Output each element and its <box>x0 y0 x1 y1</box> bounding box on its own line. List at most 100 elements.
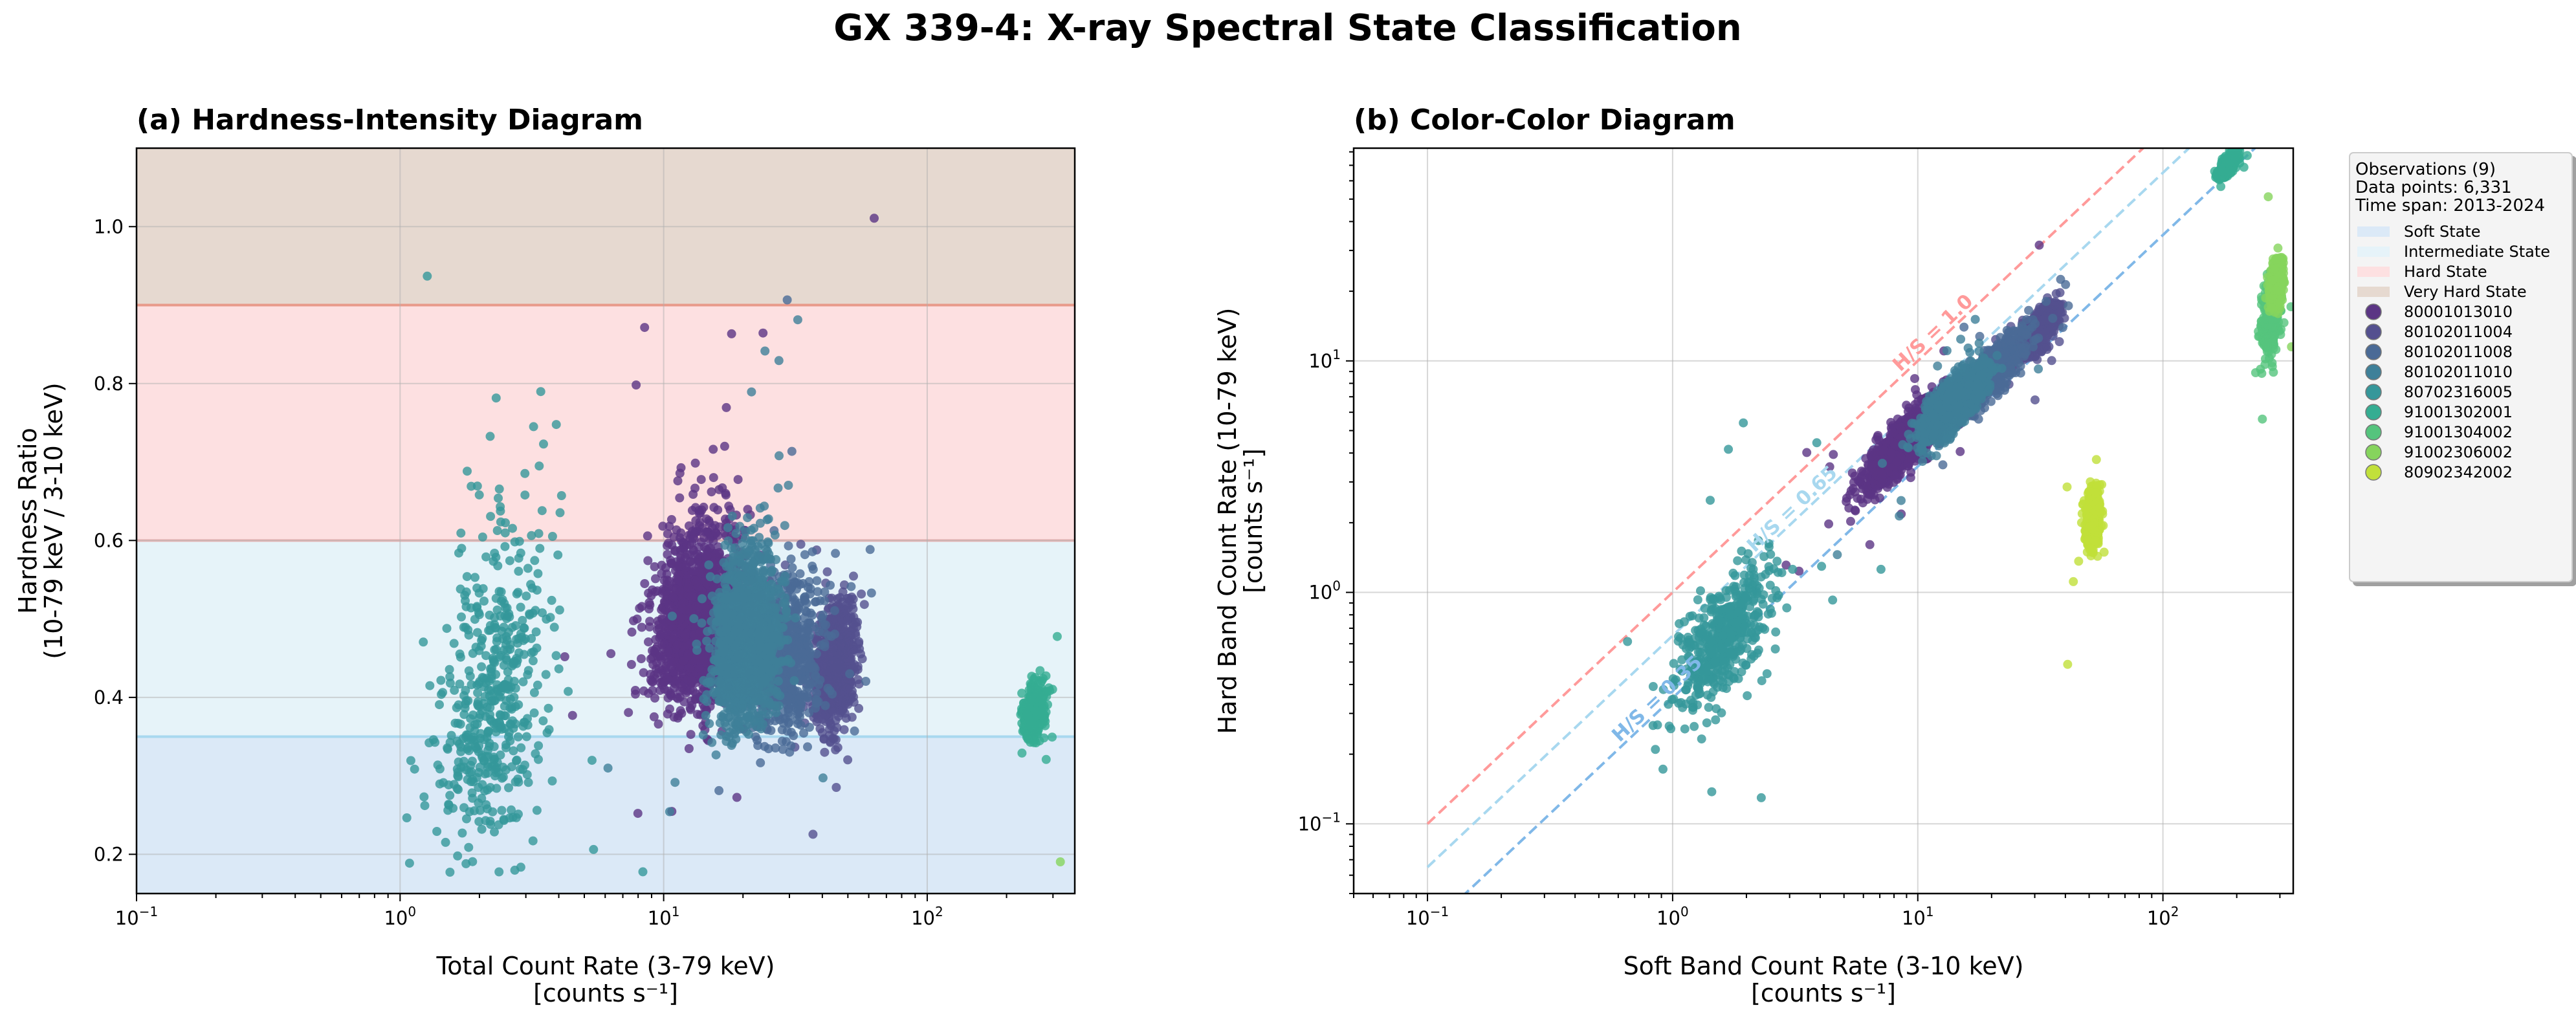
data-point <box>680 630 690 639</box>
data-point <box>453 771 463 780</box>
data-point <box>842 646 852 656</box>
data-point <box>504 728 514 738</box>
data-point <box>511 621 520 630</box>
data-point <box>509 692 519 702</box>
data-point <box>603 763 613 773</box>
data-point <box>727 738 737 748</box>
hid-series-80102011010 <box>603 315 828 817</box>
data-point <box>817 613 826 623</box>
data-point <box>745 637 755 646</box>
data-point <box>554 664 564 674</box>
data-point <box>494 867 504 877</box>
data-point <box>819 666 828 676</box>
data-point <box>704 560 714 570</box>
data-point <box>450 685 459 695</box>
data-point <box>470 615 479 624</box>
data-point <box>703 551 712 560</box>
data-point <box>777 725 787 734</box>
data-point <box>626 660 636 669</box>
data-point <box>466 714 476 723</box>
data-point <box>670 778 680 787</box>
data-point <box>808 677 817 687</box>
data-point <box>419 792 429 802</box>
data-point <box>507 805 516 815</box>
data-point <box>514 700 523 710</box>
data-point <box>458 734 468 743</box>
data-point <box>476 729 485 738</box>
data-point <box>805 589 815 598</box>
data-point <box>756 642 766 652</box>
data-point <box>808 829 818 839</box>
data-point <box>646 591 656 600</box>
data-point <box>798 630 808 639</box>
data-point <box>547 595 556 605</box>
data-point <box>831 716 841 725</box>
data-point <box>516 743 526 752</box>
data-point <box>795 569 805 578</box>
hid-points <box>402 214 1065 877</box>
data-point <box>688 527 697 536</box>
data-point <box>740 679 749 689</box>
data-point <box>786 669 796 679</box>
data-point <box>467 756 477 766</box>
data-point <box>547 532 557 541</box>
data-point <box>647 677 657 686</box>
data-point <box>841 695 850 705</box>
data-point <box>444 780 454 790</box>
data-point <box>528 836 538 846</box>
data-point <box>831 783 841 792</box>
data-point <box>796 540 806 549</box>
data-point <box>781 657 791 666</box>
data-point <box>640 323 650 333</box>
data-point <box>820 747 830 757</box>
data-point <box>760 741 769 751</box>
data-point <box>813 587 822 597</box>
data-point <box>551 420 561 430</box>
data-point <box>721 595 731 604</box>
data-point <box>780 521 789 531</box>
data-point <box>457 543 467 553</box>
data-point <box>1017 748 1027 758</box>
data-point <box>699 675 709 685</box>
data-point <box>830 606 839 615</box>
data-point <box>659 619 668 628</box>
y-tick-label: 0.2 <box>94 843 124 865</box>
data-point <box>643 556 653 565</box>
data-point <box>734 617 743 626</box>
data-point <box>456 747 466 756</box>
data-point <box>532 643 542 653</box>
data-point <box>732 793 742 802</box>
data-point <box>639 668 648 677</box>
data-point <box>520 623 529 633</box>
data-point <box>465 672 475 681</box>
data-point <box>553 550 563 560</box>
data-point <box>735 521 745 531</box>
data-point <box>676 587 685 597</box>
data-point <box>741 605 751 615</box>
data-point <box>843 755 853 765</box>
data-point <box>531 627 541 637</box>
data-point <box>474 817 484 826</box>
data-point <box>513 639 522 648</box>
data-point <box>644 688 654 698</box>
data-point <box>720 540 730 550</box>
data-point <box>769 685 778 694</box>
data-point <box>648 646 657 655</box>
data-point <box>784 541 793 551</box>
data-point <box>792 707 802 716</box>
data-point <box>445 672 455 681</box>
data-point <box>483 726 493 736</box>
data-point <box>733 475 743 485</box>
data-point <box>509 659 518 669</box>
data-point <box>820 587 830 597</box>
data-point <box>780 571 790 581</box>
data-point <box>657 569 666 578</box>
data-point <box>707 487 716 497</box>
data-point <box>632 380 641 390</box>
data-point <box>445 738 455 747</box>
data-point <box>712 562 721 571</box>
data-point <box>713 531 723 540</box>
data-point <box>804 576 814 586</box>
data-point <box>492 637 501 646</box>
figure-title: GX 339-4: X-ray Spectral State Classific… <box>833 7 1742 49</box>
